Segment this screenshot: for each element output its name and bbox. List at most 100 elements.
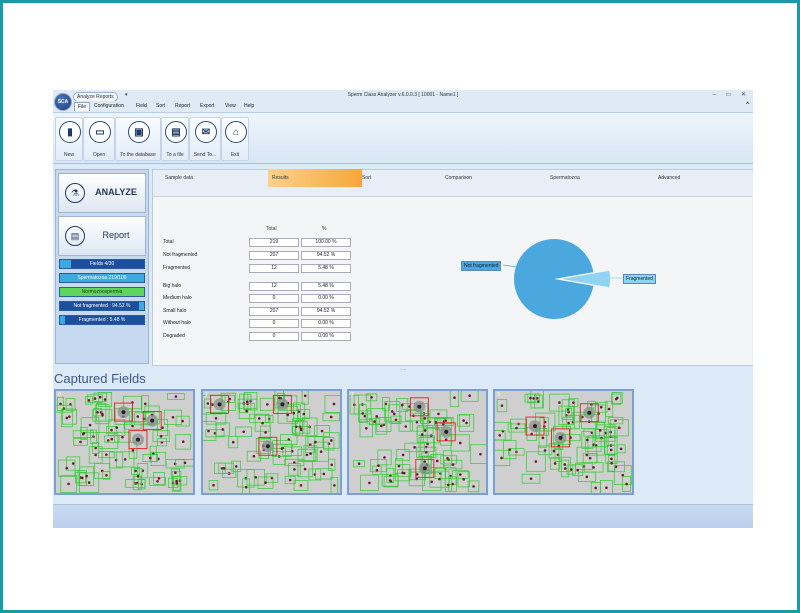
to-database-button[interactable]: ▣ To the database (115, 117, 161, 161)
result-row-label: Total (163, 239, 174, 245)
tab-sort[interactable]: Sort (362, 175, 372, 181)
result-percent-value: 100.00 % (301, 238, 351, 247)
result-row-label: Fragmented (163, 265, 190, 271)
exit-button[interactable]: ⌂ Exit (221, 117, 249, 161)
column-header-percent: % (322, 226, 327, 232)
pie-label-not-fragmented: Not fragmented (461, 261, 502, 271)
results-panel: Sample data Results Sort Comparison Sper… (152, 169, 753, 366)
field-number: 3 (497, 392, 500, 398)
result-total-value: 219 (249, 238, 299, 247)
stat-bar-fill (60, 316, 65, 324)
result-percent-value: 0.00 % (301, 294, 351, 303)
stat-bar: Not fragmented : 94.52 % (59, 301, 145, 311)
app-logo-icon[interactable]: SCA (54, 93, 72, 111)
new-button[interactable]: ▮ New (55, 117, 83, 161)
tab-advanced[interactable]: Advanced (658, 175, 681, 181)
menu-file[interactable]: File (74, 102, 91, 111)
microscope-icon: ⚗ (65, 183, 85, 203)
captured-field-thumbnail[interactable]: 2 (347, 389, 488, 495)
window-controls[interactable]: – ▭ ✕ (712, 92, 750, 98)
home-icon: ⌂ (225, 121, 247, 143)
result-percent-value: 5.48 % (301, 282, 351, 291)
new-button-label: New (63, 152, 74, 158)
pie-label-fragmented: Fragmented (623, 274, 656, 284)
result-percent-value: 94.52 % (301, 307, 351, 316)
stat-bar-fill (60, 288, 144, 296)
pie-chart (514, 239, 610, 319)
report-label: Report (102, 230, 130, 240)
field-number: 1 (205, 392, 208, 398)
captured-field-thumbnail[interactable]: 1 (201, 389, 342, 495)
pie-leader-lines (502, 264, 623, 279)
field-number: 2 (351, 392, 354, 398)
title-bar: Analyze Reports ▾ Sperm Class Analyzer v… (53, 90, 753, 102)
report-button[interactable]: ▤ Report (58, 216, 146, 256)
result-total-value: 207 (249, 251, 299, 260)
collapse-ribbon-icon[interactable]: ^ (746, 102, 749, 108)
result-total-value: 12 (249, 282, 299, 291)
result-percent-value: 0.00 % (301, 319, 351, 328)
field-micrograph (56, 391, 193, 493)
menu-configuration[interactable]: Configuration (94, 103, 124, 109)
result-row-label: Medium halo (163, 295, 192, 301)
to-file-button-label: To a file (166, 152, 184, 158)
stat-bar: Fragmented : 5.48 % (59, 315, 145, 325)
menu-view[interactable]: View (225, 103, 236, 109)
stat-bar-label: Spermatozoa 219/100 (77, 275, 127, 281)
quick-access-dropdown-icon[interactable]: ▾ (125, 92, 128, 98)
menu-export[interactable]: Export (200, 103, 215, 109)
to-database-button-label: To the database (120, 152, 156, 158)
result-row-label: Without halo (163, 320, 191, 326)
folder-icon: ▭ (89, 121, 111, 143)
splitter-grip[interactable]: .... (401, 366, 407, 372)
analyze-label: ANALYZE (95, 187, 137, 197)
pie-slice (514, 239, 594, 319)
floppy-disk-icon: ▣ (128, 121, 150, 143)
tab-results[interactable]: Results (268, 169, 362, 187)
stat-bar: Spermatozoa 219/100 (59, 273, 145, 283)
window-title: Sperm Class Analyzer v.6.0.0.3 [ 10001 -… (347, 92, 459, 98)
stat-bar-label: Normozoospermia (81, 289, 123, 295)
captured-field-thumbnail[interactable]: 0 (54, 389, 195, 495)
stat-bar: Fields 4/30 (59, 259, 145, 269)
results-content: Total % Total 219 100.00 % Not fragmented 20… (153, 196, 752, 365)
send-mail-icon: ✉ (195, 121, 217, 143)
field-micrograph (495, 391, 632, 493)
tab-sample-data[interactable]: Sample data (165, 175, 194, 181)
to-file-button[interactable]: ▤ To a file (161, 117, 189, 161)
send-to-button[interactable]: ✉ Send To... (189, 117, 221, 161)
field-micrograph (349, 391, 486, 493)
tab-comparison[interactable]: Comparison (445, 175, 472, 181)
open-button[interactable]: ▭ Open (83, 117, 115, 161)
result-total-value: 0 (249, 319, 299, 328)
result-total-value: 207 (249, 307, 299, 316)
send-to-button-label: Send To... (193, 152, 217, 158)
menu-help[interactable]: Help (244, 103, 255, 109)
result-percent-value: 0.00 % (301, 332, 351, 341)
result-total-value: 0 (249, 294, 299, 303)
captured-field-thumbnail[interactable]: 3 (493, 389, 634, 495)
result-row-label: Big halo (163, 283, 182, 289)
result-total-value: 0 (249, 332, 299, 341)
result-percent-value: 5.48 % (301, 264, 351, 273)
stat-bar-fill (60, 260, 72, 268)
stat-bar-label: Fragmented : 5.48 % (78, 317, 126, 323)
stat-bar-label: Fields 4/30 (89, 261, 115, 267)
menu-report[interactable]: Report (175, 103, 191, 109)
stat-bar-label: Not fragmented : 94.52 % (73, 303, 131, 309)
ribbon-toolbar: ▮ New ▭ Open ▣ To the database ▤ To a fi… (53, 113, 753, 164)
report-document-icon: ▤ (65, 226, 85, 246)
result-row-label: Small halo (163, 308, 187, 314)
footer-bar (53, 504, 753, 528)
open-button-label: Open (92, 152, 106, 158)
field-micrograph (203, 391, 340, 493)
menu-bar: File Configuration Field Sort Report Exp… (53, 101, 753, 113)
tab-spermatozoa[interactable]: Spermatozoa (550, 175, 580, 181)
result-total-value: 12 (249, 264, 299, 273)
menu-sort[interactable]: Sort (156, 103, 166, 109)
menu-field[interactable]: Field (136, 103, 147, 109)
column-header-total: Total (266, 226, 277, 232)
analyze-button[interactable]: ⚗ ANALYZE (58, 173, 146, 213)
stat-bar-fill (60, 274, 144, 282)
